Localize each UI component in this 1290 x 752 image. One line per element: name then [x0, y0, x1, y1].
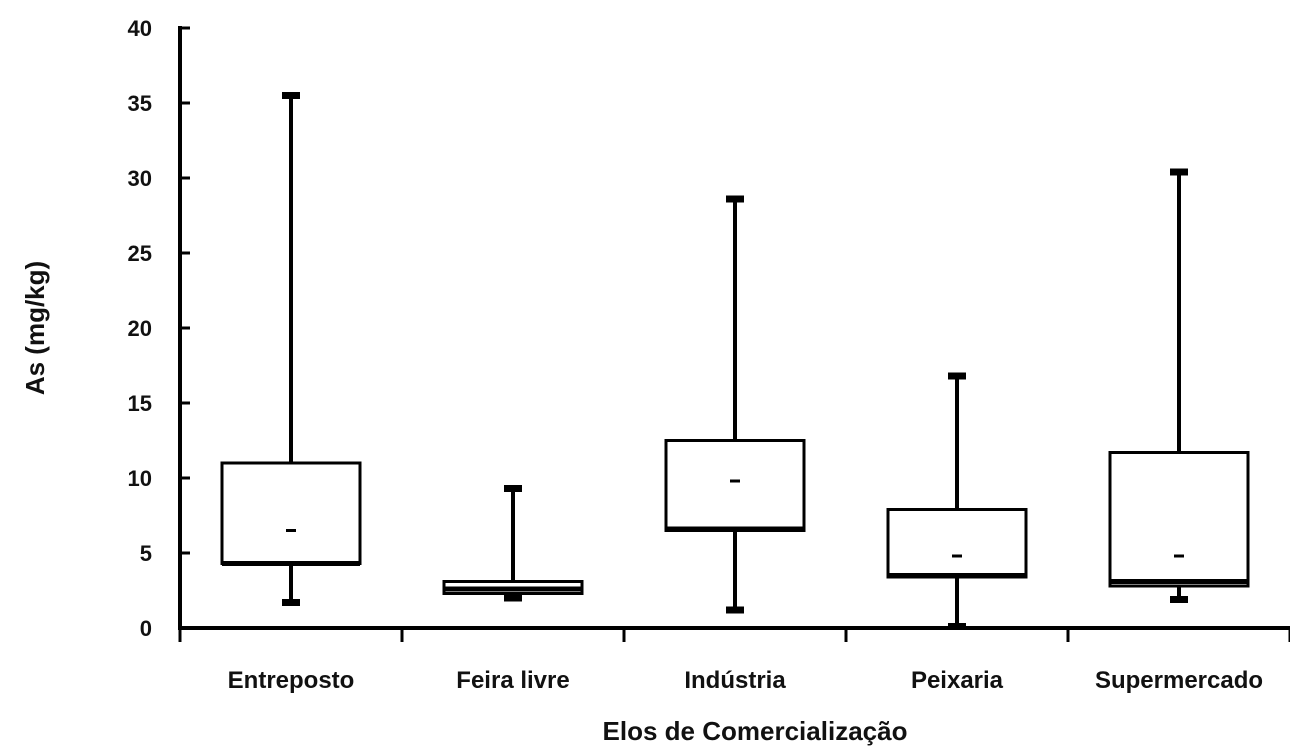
box-iqr: [1108, 451, 1250, 588]
box-5: [1108, 168, 1250, 603]
x-axis: Entreposto Feira livre Indústria Peixaria Su…: [178, 626, 1290, 694]
box-2: [442, 485, 584, 602]
x-tick-label: Supermercado: [1095, 667, 1263, 694]
y-tick-label: 35: [128, 91, 152, 116]
y-tick-label: 25: [128, 241, 152, 266]
x-axis-title: Elos de Comercialização: [603, 716, 908, 746]
y-tick-label: 30: [128, 166, 152, 191]
x-tick-label: Indústria: [684, 667, 786, 694]
y-tick-label: 0: [140, 616, 152, 641]
box-iqr: [220, 461, 362, 565]
y-tick-label: 40: [128, 16, 152, 41]
y-tick-label: 15: [128, 391, 152, 416]
box-1: [220, 92, 362, 606]
x-tick-label: Feira livre: [456, 667, 569, 694]
box-4: [886, 372, 1028, 630]
y-tick-label: 5: [140, 541, 152, 566]
box-iqr: [664, 439, 806, 532]
box-3: [664, 195, 806, 614]
x-tick-label: Entreposto: [228, 667, 355, 694]
box-iqr: [886, 508, 1028, 579]
x-tick-label: Peixaria: [911, 667, 1004, 694]
boxes: [220, 92, 1250, 630]
y-axis-title: As (mg/kg): [20, 261, 50, 395]
y-tick-label: 10: [128, 466, 152, 491]
y-axis: 0 5 10 15 20 25 30 35 40: [128, 16, 190, 641]
y-tick-label: 20: [128, 316, 152, 341]
